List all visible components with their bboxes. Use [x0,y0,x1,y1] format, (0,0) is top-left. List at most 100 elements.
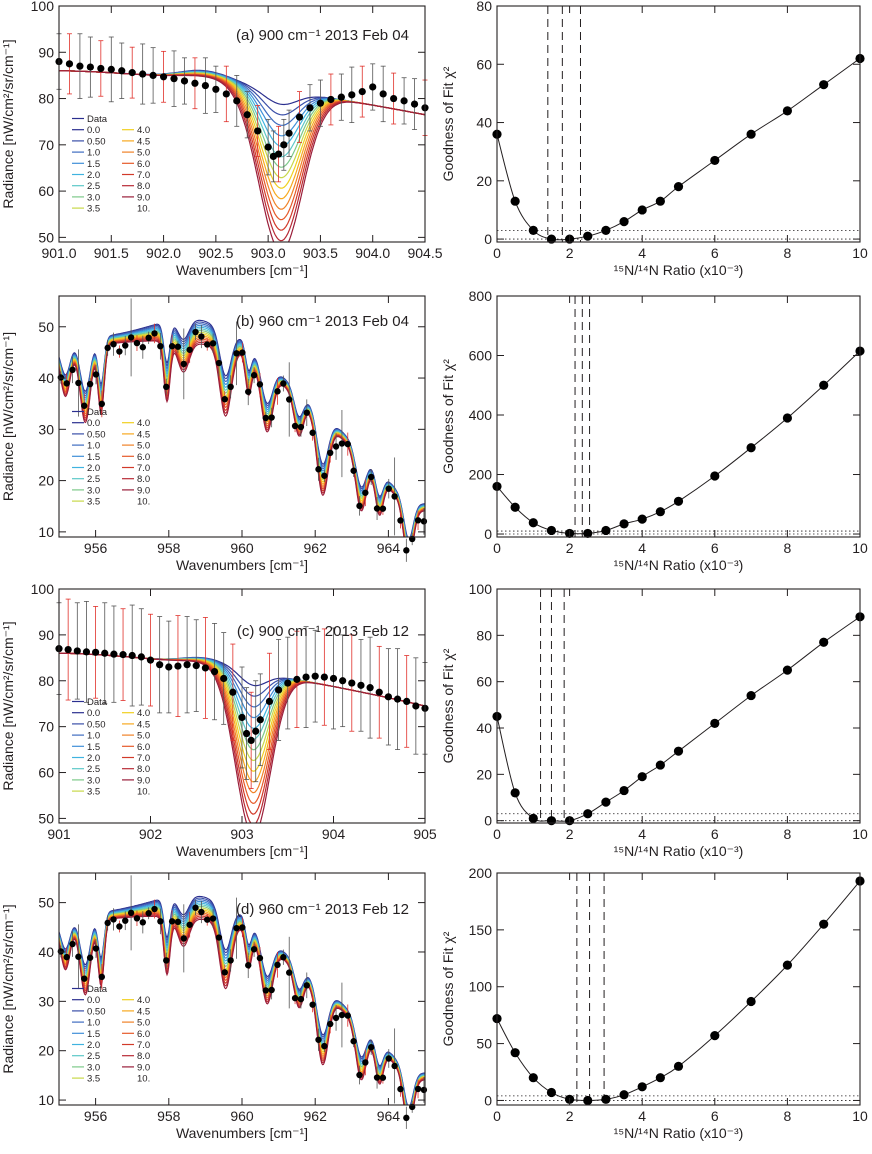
y-tick-label: 70 [38,137,54,153]
data-point [265,697,274,706]
legend-label-Data: Data [87,697,108,708]
chi2-content [492,296,865,539]
data-point [86,63,94,71]
data-point [344,1012,351,1019]
data-point [227,957,234,964]
y-tick-label: 80 [38,673,54,689]
data-point [101,649,109,657]
data-point [64,645,72,654]
data-series [57,875,428,1129]
fit-line-4.0 [59,333,425,537]
data-point [76,62,84,70]
data-point [92,371,100,378]
x-tick-label: 964 [377,1108,401,1124]
chi2-point [673,746,684,756]
fit-line-7.0 [59,338,425,537]
data-point [63,953,70,961]
data-point [256,381,264,388]
data-point [367,1044,375,1051]
data-point [69,366,76,374]
data-point [275,150,283,158]
y-tick-label: 10 [38,1092,54,1108]
data-point [170,75,178,83]
legend-label-1.5: 1.5 [87,159,100,170]
y-axis-label: Goodness of Fit χ² [440,66,456,181]
data-point [174,343,182,350]
legend-label-0.50: 0.50 [87,429,106,440]
data-point [201,664,209,672]
data-point [198,908,205,916]
chi2-point [782,106,793,116]
y-tick-label: 100 [469,581,493,597]
data-point [302,673,310,681]
y-tick-label: 90 [38,627,54,643]
data-point [98,400,106,408]
y-tick-label: 60 [476,56,492,72]
fit-line-6.0 [59,912,425,1105]
data-series [55,598,429,789]
data-point [192,904,199,911]
x-tick-label: 10 [852,245,868,261]
y-tick-label: 60 [38,765,54,781]
data-point [297,423,305,431]
legend-label-0.50: 0.50 [87,1006,106,1017]
legend-label-4.0: 4.0 [137,995,150,1006]
data-point [116,348,123,355]
data-point [110,340,117,348]
x-axis-label: Wavenumbers [cm⁻¹] [176,557,308,573]
data-point [97,64,105,73]
chi2-point [819,380,829,390]
data-point [201,81,209,90]
chi2-point [746,443,756,453]
chi2-point [819,919,829,929]
legend-label-10.: 10. [137,787,150,798]
data-point [242,729,251,738]
x-tick-label: 10 [852,826,868,842]
y-tick-label: 50 [38,229,54,245]
fit-line-4.5 [59,910,425,1105]
data-point [338,1011,346,1019]
chi2-content [492,6,865,244]
y-axis-label: Goodness of Fit χ² [440,359,456,474]
legend-label-8.0: 8.0 [137,1051,150,1062]
data-point [309,429,316,436]
data-point [209,340,217,347]
data-point [145,334,152,342]
data-point [165,663,173,671]
y-tick-label: 40 [476,115,492,131]
plot-frame [496,295,861,538]
fit-line-3.0 [59,330,425,537]
y-tick-label: 600 [469,348,493,364]
y-tick-label: 90 [38,44,54,60]
data-point [309,1001,316,1008]
y-axis-label: Radiance [nW/cm²/sr/cm⁻¹] [0,332,16,501]
data-point [327,449,334,457]
chi2-point [583,231,593,241]
data-point [321,472,328,479]
data-point [174,662,182,670]
x-tick-label: 8 [784,245,792,261]
data-point [81,402,88,409]
data-point [210,667,219,676]
data-point [274,961,281,969]
data-point [268,414,275,421]
data-point [375,688,383,696]
legend-label-4.0: 4.0 [137,125,150,136]
chi2-point [655,507,665,517]
data-point [262,414,269,422]
data-point [92,648,100,656]
y-tick-label: 100 [469,979,493,995]
data-point [264,143,272,151]
data-point [192,328,199,336]
y-tick-label: 200 [469,467,493,483]
model-lines [59,69,425,242]
plot-frame [496,5,861,243]
data-point [127,909,135,917]
x-tick-label: 901.5 [94,245,129,261]
data-point [245,388,252,395]
legend-label-4.0: 4.0 [137,418,150,429]
chi2-point [528,518,538,528]
x-tick-label: 904.5 [407,245,442,261]
panel-title: (d) 960 cm⁻¹ 2013 Feb 12 [236,901,409,918]
